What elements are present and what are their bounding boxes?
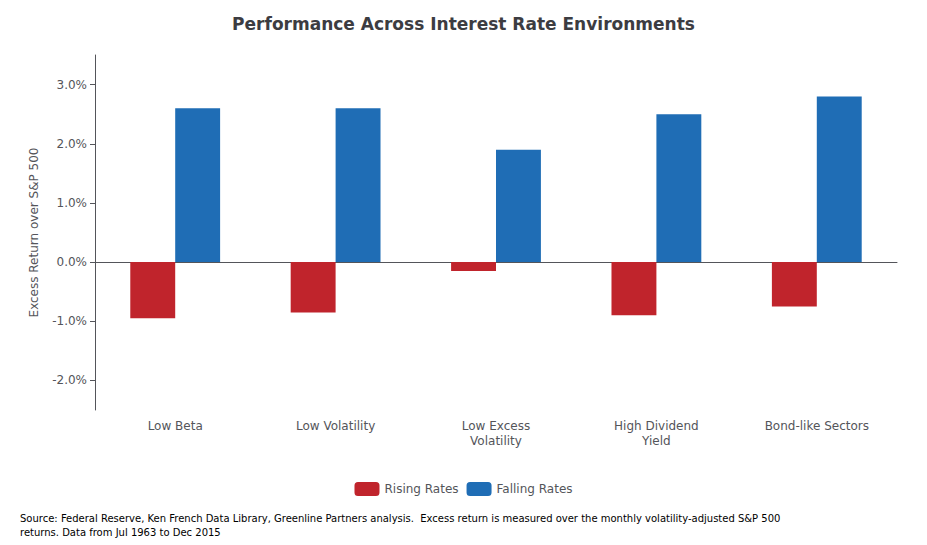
- svg-text:Yield: Yield: [641, 434, 671, 448]
- svg-text:Volatility: Volatility: [470, 434, 522, 448]
- svg-text:2.0%: 2.0%: [57, 137, 88, 151]
- svg-text:Rising Rates: Rising Rates: [384, 482, 458, 496]
- svg-text:Source: Federal Reserve, Ken F: Source: Federal Reserve, Ken French Data…: [20, 513, 780, 524]
- svg-text:High Dividend: High Dividend: [614, 419, 699, 433]
- svg-text:-2.0%: -2.0%: [52, 373, 87, 387]
- svg-text:Bond-like Sectors: Bond-like Sectors: [765, 419, 869, 433]
- svg-text:0.0%: 0.0%: [57, 255, 88, 269]
- svg-text:Low Beta: Low Beta: [148, 419, 203, 433]
- svg-text:3.0%: 3.0%: [57, 78, 88, 92]
- svg-text:Performance Across Interest Ra: Performance Across Interest Rate Environ…: [232, 14, 695, 34]
- svg-text:Falling Rates: Falling Rates: [497, 482, 573, 496]
- svg-text:Low Volatility: Low Volatility: [296, 419, 375, 433]
- svg-text:1.0%: 1.0%: [57, 196, 88, 210]
- svg-text:Excess Return over S&P 500: Excess Return over S&P 500: [27, 148, 41, 318]
- svg-text:-1.0%: -1.0%: [52, 314, 87, 328]
- svg-text:returns. Data from Jul 1963 to: returns. Data from Jul 1963 to Dec 2015: [20, 527, 221, 538]
- svg-text:Low Excess: Low Excess: [462, 419, 530, 433]
